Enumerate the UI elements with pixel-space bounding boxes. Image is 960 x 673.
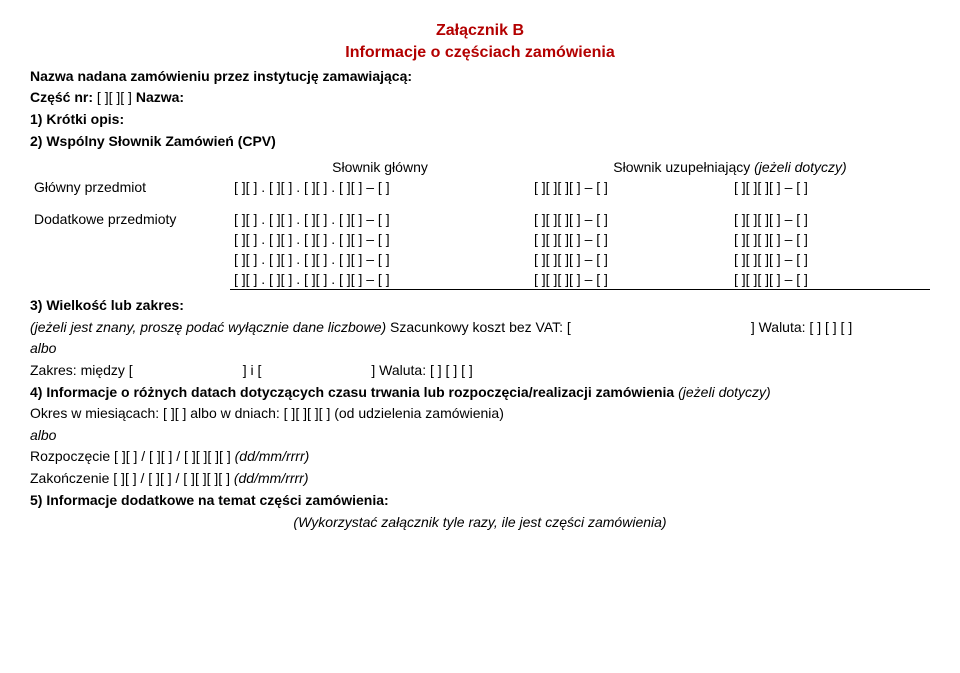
- section4-rozpoczecie: Rozpoczęcie [ ][ ] / [ ][ ] / [ ][ ][ ][…: [30, 448, 235, 464]
- section4-albo: albo: [30, 426, 930, 446]
- glowny-supp1: [ ][ ][ ][ ] – [ ]: [530, 177, 730, 209]
- section4-zakonczenie-row: Zakończenie [ ][ ] / [ ][ ] / [ ][ ][ ][…: [30, 469, 930, 489]
- section3-note: (jeżeli jest znany, proszę podać wyłączn…: [30, 319, 386, 335]
- cpv-header-uzup-italic: (jeżeli dotyczy): [754, 159, 847, 175]
- add2-supp2: [ ][ ][ ][ ] – [ ]: [730, 229, 930, 249]
- cpv-add-row-1: Dodatkowe przedmioty [ ][ ] . [ ][ ] . […: [30, 209, 930, 229]
- cpv-header-slownik-glowny: Słownik główny: [230, 157, 530, 177]
- add1-supp1: [ ][ ][ ][ ] – [ ]: [530, 209, 730, 229]
- cpv-header-uzup-text: Słownik uzupełniający: [613, 159, 754, 175]
- section3-zakres-line: Zakres: między [ ] i [ ] Waluta: [ ] [ ] […: [30, 361, 930, 381]
- section4-heading-italic: (jeżeli dotyczy): [678, 384, 771, 400]
- glowny-przedmiot-label: Główny przedmiot: [30, 177, 230, 209]
- nazwa-nadana-label: Nazwa nadana zamówieniu przez instytucję…: [30, 67, 930, 87]
- section3-zakres-mid: ] i [: [243, 362, 262, 378]
- section4-zakonczenie-fmt: (dd/mm/rrrr): [234, 470, 309, 486]
- czesc-nr-row: Część nr: [ ][ ][ ] Nazwa:: [30, 88, 930, 108]
- add4-main-code: [ ][ ] . [ ][ ] . [ ][ ] . [ ][ ] – [ ]: [230, 269, 530, 290]
- add1-main-code: [ ][ ] . [ ][ ] . [ ][ ] . [ ][ ] – [ ]: [230, 209, 530, 229]
- annex-title-line2: Informacje o częściach zamówienia: [30, 42, 930, 64]
- footer-note: (Wykorzystać załącznik tyle razy, ile je…: [30, 514, 930, 530]
- krotki-opis-label: 1) Krótki opis:: [30, 110, 930, 130]
- cpv-heading-label: 2) Wspólny Słownik Zamówień (CPV): [30, 132, 930, 152]
- nazwa-label: Nazwa:: [136, 89, 184, 105]
- section4-okres: Okres w miesiącach: [ ][ ] albo w dniach…: [30, 404, 930, 424]
- cpv-header-empty: [30, 157, 230, 177]
- add4-supp1: [ ][ ][ ][ ] – [ ]: [530, 269, 730, 290]
- cpv-glowny-row: Główny przedmiot [ ][ ] . [ ][ ] . [ ][ …: [30, 177, 930, 209]
- section4-rozpoczecie-fmt: (dd/mm/rrrr): [235, 448, 310, 464]
- cpv-header-row: Słownik główny Słownik uzupełniający (je…: [30, 157, 930, 177]
- cpv-table: Słownik główny Słownik uzupełniający (je…: [30, 157, 930, 290]
- annex-title: Załącznik B Informacje o częściach zamów…: [30, 20, 930, 65]
- section3-heading: 3) Wielkość lub zakres:: [30, 296, 930, 316]
- czesc-nr-label: Część nr:: [30, 89, 93, 105]
- add3-supp2: [ ][ ][ ][ ] – [ ]: [730, 249, 930, 269]
- glowny-supp2: [ ][ ][ ][ ] – [ ]: [730, 177, 930, 209]
- cpv-header-slownik-uzup: Słownik uzupełniający (jeżeli dotyczy): [530, 157, 930, 177]
- section3-zakres-label: Zakres: między [: [30, 362, 133, 378]
- glowny-main-code: [ ][ ] . [ ][ ] . [ ][ ] . [ ][ ] – [ ]: [230, 177, 530, 209]
- section3-albo: albo: [30, 339, 930, 359]
- section4-heading-row: 4) Informacje o różnych datach dotyczący…: [30, 383, 930, 403]
- add3-main-code: [ ][ ] . [ ][ ] . [ ][ ] . [ ][ ] – [ ]: [230, 249, 530, 269]
- dodatkowe-przedmioty-label: Dodatkowe przedmioty: [30, 209, 230, 290]
- annex-title-line1: Załącznik B: [30, 20, 930, 42]
- section3-szacunkowy: Szacunkowy koszt bez VAT: [: [386, 319, 571, 335]
- section4-zakonczenie: Zakończenie [ ][ ] / [ ][ ] / [ ][ ][ ][…: [30, 470, 234, 486]
- czesc-nr-boxes: [ ][ ][ ]: [97, 89, 132, 105]
- section4-rozpoczecie-row: Rozpoczęcie [ ][ ] / [ ][ ] / [ ][ ][ ][…: [30, 447, 930, 467]
- add2-supp1: [ ][ ][ ][ ] – [ ]: [530, 229, 730, 249]
- section3-cost-line: (jeżeli jest znany, proszę podać wyłączn…: [30, 318, 930, 338]
- add3-supp1: [ ][ ][ ][ ] – [ ]: [530, 249, 730, 269]
- section3-waluta: ] Waluta: [ ] [ ] [ ]: [751, 319, 852, 335]
- section4-heading-bold: 4) Informacje o różnych datach dotyczący…: [30, 384, 678, 400]
- add1-supp2: [ ][ ][ ][ ] – [ ]: [730, 209, 930, 229]
- add2-main-code: [ ][ ] . [ ][ ] . [ ][ ] . [ ][ ] – [ ]: [230, 229, 530, 249]
- section5-heading: 5) Informacje dodatkowe na temat części …: [30, 491, 930, 511]
- add4-supp2: [ ][ ][ ][ ] – [ ]: [730, 269, 930, 290]
- section3-zakres-end: ] Waluta: [ ] [ ] [ ]: [371, 362, 472, 378]
